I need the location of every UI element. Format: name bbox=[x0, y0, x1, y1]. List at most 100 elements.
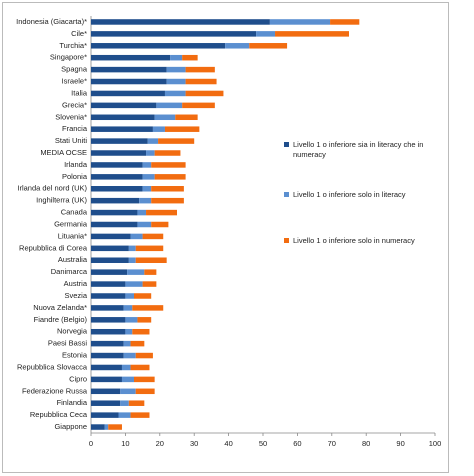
y-tick-label: Danimarca bbox=[51, 267, 88, 276]
bar-segment bbox=[91, 245, 129, 252]
bar-segment bbox=[152, 126, 165, 132]
y-tick-label: Lituania* bbox=[58, 231, 87, 240]
y-tick-label: Finlandia bbox=[57, 398, 88, 407]
bar-segment bbox=[249, 43, 288, 49]
bar-segment bbox=[134, 376, 155, 383]
bar-segment bbox=[91, 221, 138, 228]
bar-segment bbox=[130, 233, 143, 240]
bar-segment bbox=[130, 412, 150, 418]
bar-segment bbox=[91, 233, 131, 240]
bar-segment bbox=[91, 197, 140, 204]
bar-segment bbox=[135, 388, 155, 395]
bar-segment bbox=[170, 54, 183, 61]
bar-segment bbox=[137, 209, 147, 216]
bar-segment bbox=[154, 174, 186, 180]
y-tick-label: Repubblica Slovacca bbox=[17, 362, 88, 371]
y-tick-label: Fiandre (Belgio) bbox=[34, 315, 88, 324]
bar-segment bbox=[151, 221, 169, 228]
x-tick-label: 70 bbox=[328, 439, 336, 448]
bar-segment bbox=[91, 102, 157, 109]
bar-segment bbox=[91, 90, 165, 97]
y-tick-label: Svezia bbox=[64, 291, 87, 300]
bar-segment bbox=[120, 400, 129, 406]
y-tick-label: Estonia bbox=[62, 351, 88, 360]
bar-segment bbox=[132, 328, 150, 335]
bar-segment bbox=[91, 19, 270, 25]
bar-segment bbox=[130, 340, 145, 347]
bar-segment bbox=[151, 186, 184, 192]
y-tick-label: Irlanda bbox=[64, 160, 88, 169]
y-tick-label: Italia bbox=[71, 88, 88, 97]
bar-segment bbox=[256, 31, 276, 37]
bar-segment bbox=[146, 150, 155, 156]
y-tick-label: Stati Uniti bbox=[55, 136, 87, 145]
bar-segment bbox=[154, 114, 176, 121]
y-tick-label: Turchia* bbox=[59, 41, 87, 50]
y-tick-label: Germania bbox=[54, 219, 88, 228]
bar-segment bbox=[128, 245, 136, 252]
bar-segment bbox=[91, 293, 126, 299]
bar-segment bbox=[118, 412, 131, 418]
bar-segment bbox=[175, 114, 198, 121]
bar-segment bbox=[330, 19, 360, 25]
bar-segment bbox=[135, 245, 164, 252]
bar-segment bbox=[91, 174, 143, 180]
bar-segment bbox=[91, 269, 128, 275]
y-tick-label: Giappone bbox=[54, 422, 87, 431]
x-tick-label: 0 bbox=[89, 439, 93, 448]
bar-segment bbox=[91, 388, 121, 395]
bar-segment bbox=[125, 328, 133, 335]
bar-segment bbox=[91, 78, 167, 85]
y-tick-label: Cile* bbox=[71, 29, 87, 38]
bar-segment bbox=[91, 162, 143, 168]
bar-segment bbox=[275, 31, 349, 37]
y-tick-label: Nuova Zelanda* bbox=[33, 303, 87, 312]
bar-segment bbox=[91, 54, 171, 61]
legend-label: Livello 1 o inferiore sia in literacy ch… bbox=[293, 140, 424, 159]
bar-segment bbox=[132, 305, 164, 311]
bar-segment bbox=[164, 126, 200, 132]
y-tick-label: Singapore* bbox=[50, 53, 87, 62]
bar-segment bbox=[185, 78, 217, 85]
bar-segment bbox=[182, 102, 215, 109]
bar-segment bbox=[135, 352, 153, 359]
y-tick-label: Irlanda del nord (UK) bbox=[17, 184, 87, 193]
bar-segment bbox=[164, 90, 186, 97]
x-tick-label: 60 bbox=[293, 439, 301, 448]
bar-segment bbox=[91, 328, 126, 335]
bar-segment bbox=[134, 293, 152, 299]
bar-segment bbox=[127, 269, 145, 275]
bar-segment bbox=[91, 352, 124, 359]
bar-segment bbox=[108, 424, 122, 430]
y-tick-label: Cipro bbox=[69, 374, 87, 383]
bar-segment bbox=[91, 43, 226, 49]
y-tick-label: Canada bbox=[61, 208, 88, 217]
bar-segment bbox=[123, 352, 136, 359]
bar-segment bbox=[137, 317, 152, 323]
bar-segment bbox=[121, 364, 131, 371]
bar-segment bbox=[91, 412, 119, 418]
bar-segment bbox=[123, 340, 131, 347]
bar-segment bbox=[91, 209, 138, 216]
x-tick-label: 80 bbox=[362, 439, 370, 448]
bar-segment bbox=[91, 31, 257, 37]
bar-segment bbox=[91, 400, 121, 406]
y-tick-label: MEDIA OCSE bbox=[40, 148, 87, 157]
bar-segment bbox=[137, 221, 152, 228]
bar-segment bbox=[154, 150, 181, 156]
y-tick-label: Repubblica Ceca bbox=[30, 410, 88, 419]
legend-item: Livello 1 o inferiore sia in literacy ch… bbox=[284, 140, 434, 160]
x-tick-label: 30 bbox=[190, 439, 198, 448]
bar-segment bbox=[158, 138, 195, 144]
legend-item: Livello 1 o inferiore solo in numeracy bbox=[284, 236, 434, 246]
bar-segment bbox=[91, 138, 148, 144]
y-tick-label: Paesi Bassi bbox=[48, 339, 88, 348]
y-tick-label: Repubblica di Corea bbox=[19, 243, 88, 252]
bar-segment bbox=[91, 424, 105, 430]
bar-segment bbox=[130, 364, 150, 371]
bar-segment bbox=[125, 281, 143, 287]
bar-segment bbox=[142, 281, 157, 287]
x-tick-label: 40 bbox=[224, 439, 232, 448]
